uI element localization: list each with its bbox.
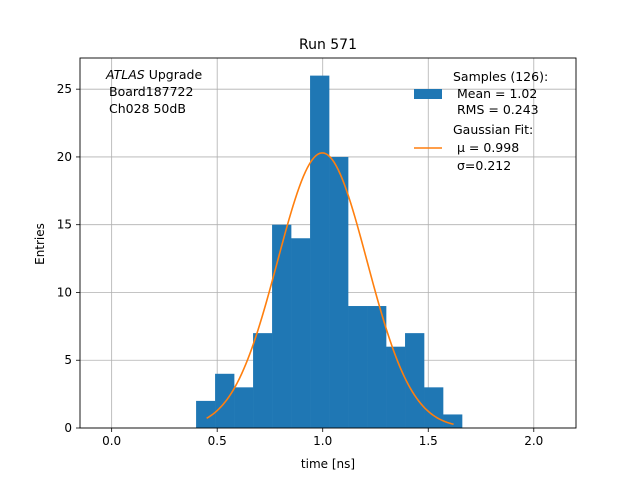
x-tick-label: 2.0 (524, 434, 543, 448)
annotation-line-1: ATLAS Upgrade (105, 67, 202, 82)
legend-rms-label: RMS = 0.243 (457, 102, 539, 117)
gaussian-fit-curve (206, 152, 454, 426)
legend-fit-title: Gaussian Fit: (453, 122, 533, 137)
histogram-bar (272, 224, 292, 428)
annotation-channel: Ch028 50dB (109, 101, 186, 116)
plot-frame (79, 57, 577, 429)
y-tick-label: 25 (57, 82, 72, 96)
histogram-bar (443, 414, 463, 428)
legend-sigma-label: σ=0.212 (457, 158, 511, 173)
atlas-annotation: ATLAS Upgrade Board187722 Ch028 50dB (105, 67, 202, 116)
histogram-bars (196, 75, 463, 428)
histogram-bar (348, 306, 368, 428)
histogram-bar (215, 373, 235, 428)
x-tick-label: 1.5 (419, 434, 438, 448)
chart-title: Run 571 (299, 37, 357, 53)
histogram-bar (329, 156, 349, 428)
histogram-bar (253, 333, 273, 428)
y-axis-label: Entries (33, 223, 47, 265)
x-tick-label: 0.5 (208, 434, 227, 448)
histogram-bar (405, 333, 425, 428)
legend-mu-label: μ = 0.998 (457, 140, 519, 155)
y-tick-label: 20 (57, 150, 72, 164)
y-tick-label: 15 (57, 218, 72, 232)
histogram-bar (291, 238, 311, 428)
annotation-atlas: ATLAS (105, 67, 145, 82)
x-axis-label: time [ns] (301, 457, 355, 471)
y-tick-label: 0 (64, 421, 72, 435)
histogram-bar (424, 387, 444, 428)
histogram-bar (310, 75, 330, 428)
annotation-upgrade: Upgrade (145, 67, 203, 82)
histogram-bar (386, 346, 406, 428)
x-axis-ticks: 0.0 0.5 1.0 1.5 2.0 (102, 428, 543, 448)
x-tick-label: 0.0 (102, 434, 121, 448)
y-axis-ticks: 0 5 10 15 20 25 (57, 82, 80, 435)
y-tick-label: 5 (64, 353, 72, 367)
legend: Samples (126): Mean = 1.02 RMS = 0.243 G… (414, 69, 548, 173)
histogram-bar (367, 306, 387, 428)
x-tick-label: 1.0 (313, 434, 332, 448)
histogram-bar (196, 400, 216, 428)
legend-mean-label: Mean = 1.02 (457, 86, 537, 101)
annotation-board: Board187722 (109, 84, 193, 99)
histogram-bar (234, 387, 254, 428)
y-tick-label: 10 (57, 285, 72, 299)
legend-histogram-patch (414, 89, 442, 99)
legend-samples-label: Samples (126): (453, 69, 548, 84)
